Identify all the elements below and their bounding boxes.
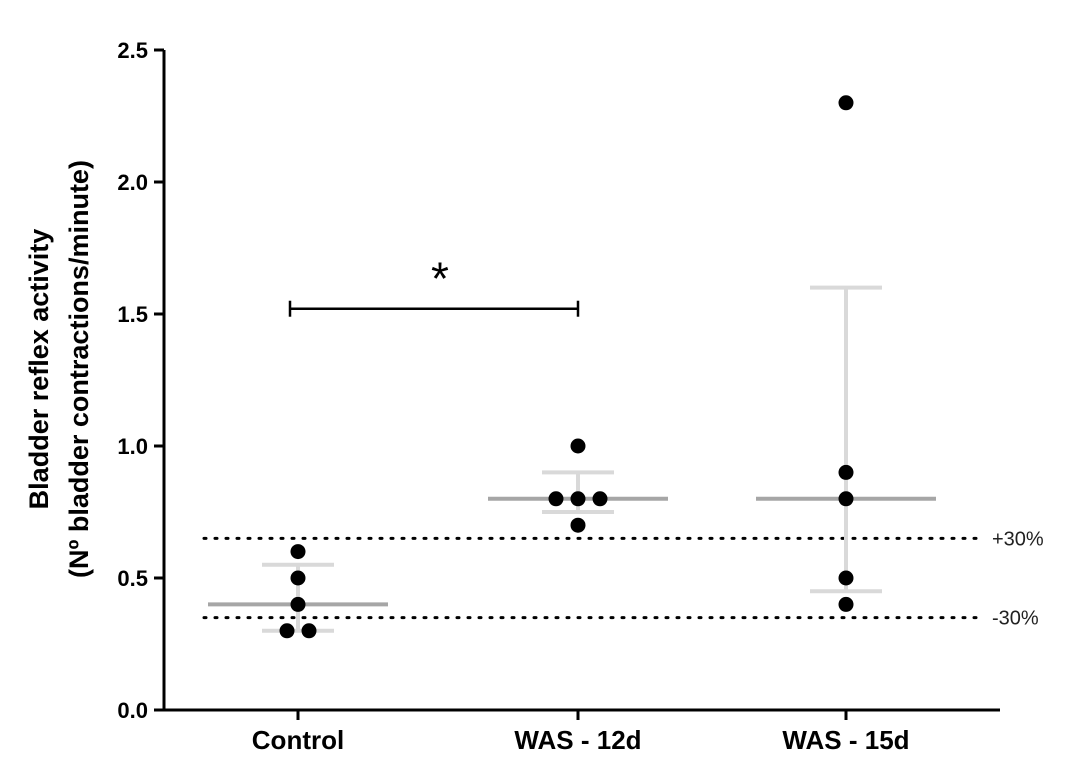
y-tick-label: 0.0 [117,698,148,723]
data-point [279,623,295,639]
data-point [290,570,306,586]
y-axis-title: Bladder reflex activity (Nº bladder cont… [24,160,94,578]
data-point [838,570,854,586]
data-point [290,544,306,560]
reference-lines: +30% -30% [202,528,1044,630]
data-point [301,623,317,639]
y-tick-label: 0.5 [117,566,148,591]
data-point [570,491,586,507]
data-point [838,464,854,480]
reference-line-label: +30% [992,528,1044,550]
data-point [548,491,564,507]
y-axis-title-line2: (Nº bladder contractions/minute) [64,160,94,578]
data-point [838,95,854,111]
x-tick-label: Control [252,725,344,755]
data-point [570,517,586,533]
y-tick-label: 1.5 [117,302,148,327]
error-bars [208,285,936,633]
significance-marker: * [288,253,580,317]
data-point [592,491,608,507]
y-tick-label: 2.0 [117,170,148,195]
x-tick-label: WAS - 15d [782,725,909,755]
reference-line-label: -30% [992,608,1039,630]
data-point [570,438,586,454]
y-tick-label: 2.5 [117,38,148,63]
x-tick-label: WAS - 12d [514,725,641,755]
y-tick-label: 1.0 [117,434,148,459]
data-points [279,95,854,639]
significance-label: * [431,253,449,305]
data-point [838,596,854,612]
data-point [290,596,306,612]
axes: 0.0 0.5 1.0 1.5 2.0 2.5 Control WAS - 12d WAS - … [117,38,1000,755]
y-axis-title-line1: Bladder reflex activity [24,229,54,510]
data-point [838,491,854,507]
